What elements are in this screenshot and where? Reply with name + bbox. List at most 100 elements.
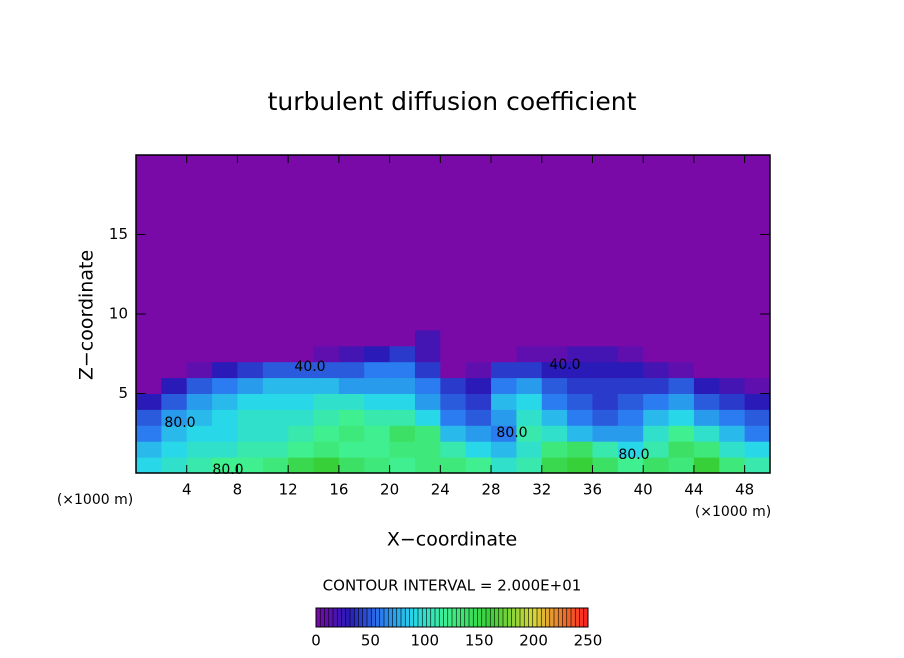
cell bbox=[744, 441, 771, 458]
cell bbox=[719, 377, 746, 394]
cell bbox=[617, 457, 644, 474]
y-tick-label: 10 bbox=[109, 305, 128, 323]
cell bbox=[617, 377, 644, 394]
cell bbox=[643, 409, 670, 426]
colorbar-swatch bbox=[528, 608, 534, 627]
cell bbox=[313, 457, 340, 474]
colorbar-swatch bbox=[443, 608, 449, 627]
cell bbox=[440, 314, 467, 331]
cell bbox=[643, 393, 670, 410]
colorbar-swatch bbox=[515, 608, 521, 627]
cell bbox=[567, 377, 593, 394]
colorbar-swatch bbox=[486, 608, 491, 627]
colorbar-swatch bbox=[537, 608, 542, 627]
cell bbox=[719, 441, 746, 458]
cell bbox=[212, 425, 238, 442]
cell bbox=[567, 361, 593, 379]
colorbar-swatch bbox=[494, 608, 500, 627]
cell bbox=[465, 409, 492, 426]
x-tick-label: 44 bbox=[684, 481, 703, 499]
cell bbox=[440, 345, 467, 363]
cell bbox=[719, 155, 746, 315]
cell bbox=[465, 425, 492, 442]
colorbar-swatch bbox=[579, 608, 585, 627]
cell bbox=[186, 155, 213, 315]
cell bbox=[617, 361, 644, 379]
cell bbox=[136, 329, 162, 347]
cell bbox=[364, 329, 391, 347]
cell bbox=[668, 393, 695, 410]
cell bbox=[465, 345, 492, 363]
cell bbox=[364, 361, 391, 379]
cell bbox=[161, 393, 188, 410]
x-tick-label: 36 bbox=[583, 481, 602, 499]
colorbar-swatch bbox=[413, 608, 419, 627]
cell bbox=[389, 393, 416, 410]
colorbar-swatch bbox=[379, 608, 385, 627]
colorbar-tick-label: 150 bbox=[465, 632, 494, 650]
cell bbox=[338, 425, 365, 442]
colorbar-swatch bbox=[435, 608, 440, 627]
cell bbox=[136, 425, 162, 442]
cell bbox=[338, 457, 365, 474]
cell bbox=[288, 457, 315, 474]
contour-label: 80.0 bbox=[496, 425, 527, 441]
cell bbox=[592, 457, 619, 474]
cell bbox=[136, 409, 162, 426]
cell bbox=[440, 409, 467, 426]
cell bbox=[744, 314, 771, 331]
cell bbox=[541, 377, 568, 394]
cell bbox=[719, 425, 746, 442]
colorbar-swatch bbox=[532, 608, 538, 627]
cell bbox=[567, 425, 593, 442]
cell bbox=[136, 361, 162, 379]
colorbar-swatch bbox=[524, 608, 529, 627]
cell bbox=[617, 425, 644, 442]
cell bbox=[592, 345, 619, 363]
contour-label: 80.0 bbox=[618, 447, 649, 463]
colorbar-swatch bbox=[490, 608, 495, 627]
cell bbox=[186, 457, 213, 474]
cell bbox=[693, 441, 720, 458]
colorbar-frame bbox=[315, 607, 589, 628]
cell bbox=[491, 345, 517, 363]
cell bbox=[262, 409, 289, 426]
colorbar-swatch bbox=[447, 608, 453, 627]
cell bbox=[262, 457, 289, 474]
colorbar-tick-label: 0 bbox=[311, 632, 321, 650]
cell bbox=[338, 441, 365, 458]
colorbar-swatch bbox=[422, 608, 427, 627]
cell bbox=[389, 425, 416, 442]
cell bbox=[313, 155, 340, 315]
cell bbox=[338, 314, 365, 331]
colorbar-swatch bbox=[405, 608, 410, 627]
cell bbox=[364, 377, 391, 394]
cell bbox=[719, 361, 746, 379]
cell bbox=[592, 377, 619, 394]
cell bbox=[617, 314, 644, 331]
cell bbox=[237, 155, 264, 315]
cell bbox=[516, 393, 543, 410]
cell bbox=[262, 155, 289, 315]
cell bbox=[465, 441, 492, 458]
cell bbox=[237, 393, 264, 410]
colorbar-swatch bbox=[507, 608, 512, 627]
cell bbox=[491, 377, 517, 394]
cell bbox=[440, 155, 467, 315]
cell bbox=[693, 425, 720, 442]
cell bbox=[693, 314, 720, 331]
x-tick-label: 28 bbox=[481, 481, 500, 499]
cell bbox=[262, 377, 289, 394]
colorbar-swatch bbox=[452, 608, 457, 627]
cell bbox=[668, 425, 695, 442]
cell bbox=[414, 329, 441, 347]
colorbar-swatch bbox=[350, 608, 355, 627]
cell bbox=[440, 329, 467, 347]
cell bbox=[161, 329, 188, 347]
cell bbox=[491, 457, 517, 474]
cell bbox=[617, 345, 644, 363]
x-tick-label: 4 bbox=[182, 481, 192, 499]
x-tick-label: 24 bbox=[431, 481, 450, 499]
cell bbox=[212, 377, 238, 394]
